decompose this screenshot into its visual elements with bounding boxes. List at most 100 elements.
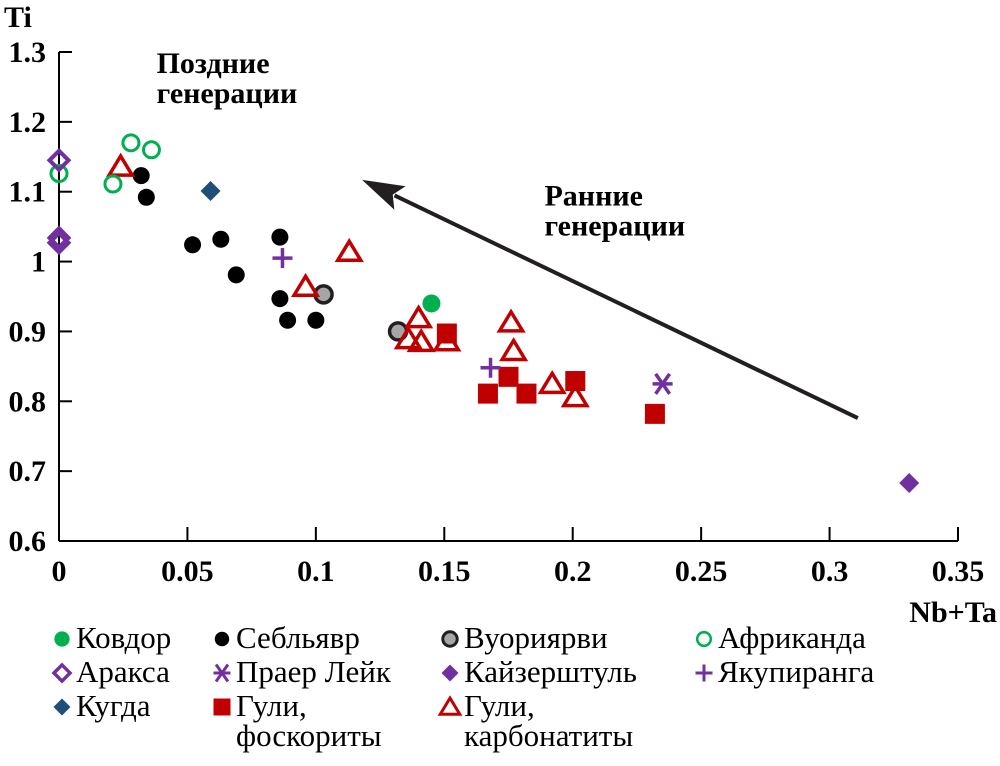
legend-item: Ковдор <box>54 620 171 655</box>
legend-label: Африканда <box>718 620 866 655</box>
data-point-series-1 <box>307 311 325 329</box>
data-point-series-9 <box>516 383 537 404</box>
x-tick-label: 0.25 <box>675 555 728 588</box>
legend-label: Вуориярви <box>464 620 608 655</box>
legend-item: Якупиранга <box>695 654 875 689</box>
y-tick-label: 0.8 <box>9 385 47 418</box>
data-point-series-10 <box>403 304 434 329</box>
y-tick-label: 0.9 <box>9 315 47 348</box>
legend-marker-icon <box>51 662 73 684</box>
data-point-series-10 <box>406 328 436 353</box>
legend-item: Африканда <box>695 620 866 655</box>
legend-marker-icon <box>213 663 231 683</box>
legend-marker-icon <box>441 630 459 648</box>
data-points <box>46 133 920 494</box>
legend-label: Себльявр <box>236 620 360 655</box>
data-point-series-3 <box>103 174 123 194</box>
x-tick-label: 0.1 <box>297 555 335 588</box>
legend: Ковдор Себльявр Вуориярви Африканда Аракса Пр… <box>51 620 875 753</box>
data-point-series-6 <box>899 473 920 494</box>
data-point-series-7 <box>272 248 293 269</box>
legend-marker-icon <box>54 631 70 647</box>
annotation-late-line: генерации <box>157 77 298 110</box>
data-point-series-1 <box>137 188 155 206</box>
legend-item: Вуориярви <box>441 620 608 655</box>
legend-label: Кугда <box>76 688 151 723</box>
x-tick-label: 0.3 <box>811 555 849 588</box>
data-point-series-9 <box>565 371 586 392</box>
data-point-series-9 <box>477 383 498 404</box>
y-tick-label: 0.6 <box>9 525 47 558</box>
legend-label: Якупиранга <box>718 654 875 689</box>
annotation-early-line: Ранние <box>544 180 643 213</box>
legend-marker-icon <box>441 664 459 682</box>
data-point-series-4 <box>46 225 72 251</box>
legend-label: карбонатиты <box>464 718 633 753</box>
legend-marker-icon <box>53 698 71 716</box>
axes: 0 0.05 0.1 0.15 0.2 0.25 0.3 0.35 0.6 0.7 0.8 0.9 1 1… <box>4 1 997 629</box>
legend-label: Аракса <box>76 654 170 689</box>
data-point-series-1 <box>271 290 289 308</box>
legend-marker-icon <box>695 664 713 682</box>
data-point-series-3 <box>121 133 141 153</box>
y-tick-label: 1.1 <box>9 176 47 209</box>
data-point-series-1 <box>132 167 150 185</box>
legend-label: Ковдор <box>76 620 171 655</box>
legend-marker-icon <box>214 631 230 647</box>
trend-arrow-head <box>362 179 406 210</box>
y-tick-label: 1.3 <box>9 36 47 69</box>
data-point-series-1 <box>227 266 245 284</box>
x-axis-title: Nb+Ta <box>909 596 997 629</box>
y-tick-label: 1.2 <box>9 106 47 139</box>
legend-item: Кугда <box>53 688 151 723</box>
data-point-series-10 <box>496 308 526 333</box>
legend-item: Аракса <box>51 654 170 689</box>
legend-marker-icon <box>437 695 463 716</box>
legend-label: Гули, <box>464 688 535 723</box>
x-tick-label: 0.35 <box>932 555 985 588</box>
data-point-series-3 <box>141 140 161 160</box>
data-point-series-10 <box>106 152 136 177</box>
data-point-series-7 <box>480 357 501 378</box>
legend-label: фоскориты <box>236 718 382 753</box>
data-point-series-4 <box>46 147 72 173</box>
legend-label: Гули, <box>236 688 307 723</box>
y-axis-title: Ti <box>4 1 32 34</box>
data-point-series-9 <box>498 366 519 387</box>
data-point-series-3 <box>49 164 69 184</box>
data-point-series-0 <box>422 294 441 313</box>
data-point-series-4 <box>46 230 72 256</box>
data-point-series-10 <box>290 272 321 297</box>
legend-item: Гули,карбонатиты <box>437 688 633 753</box>
data-point-series-8 <box>200 181 221 202</box>
data-point-series-9 <box>644 403 665 424</box>
data-point-series-10 <box>537 369 567 395</box>
legend-item: Кайзерштуль <box>441 654 637 689</box>
data-point-series-1 <box>271 228 289 246</box>
legend-item: Праер Лейк <box>213 654 392 689</box>
data-point-series-5 <box>652 372 673 395</box>
legend-marker-icon <box>213 698 231 716</box>
data-point-series-10 <box>393 325 423 350</box>
data-point-series-1 <box>184 236 202 254</box>
legend-marker-icon <box>695 630 713 648</box>
data-point-series-1 <box>279 311 297 329</box>
data-point-series-10 <box>432 327 462 352</box>
data-point-series-10 <box>499 337 529 362</box>
y-tick-label: 1 <box>31 246 46 279</box>
x-tick-label: 0.15 <box>418 555 471 588</box>
legend-item: Себльявр <box>214 620 360 655</box>
data-point-series-10 <box>334 237 364 263</box>
annotation-early-line: генерации <box>544 210 685 243</box>
annotation-late-line: Поздние <box>157 47 270 80</box>
data-point-series-10 <box>560 383 590 408</box>
legend-label: Праер Лейк <box>236 654 392 689</box>
data-point-series-1 <box>212 230 230 248</box>
y-tick-label: 0.7 <box>9 455 47 488</box>
legend-label: Кайзерштуль <box>464 654 637 689</box>
x-tick-label: 0.05 <box>161 555 214 588</box>
trend-arrow-shaft <box>393 193 859 420</box>
x-tick-label: 0 <box>52 555 67 588</box>
